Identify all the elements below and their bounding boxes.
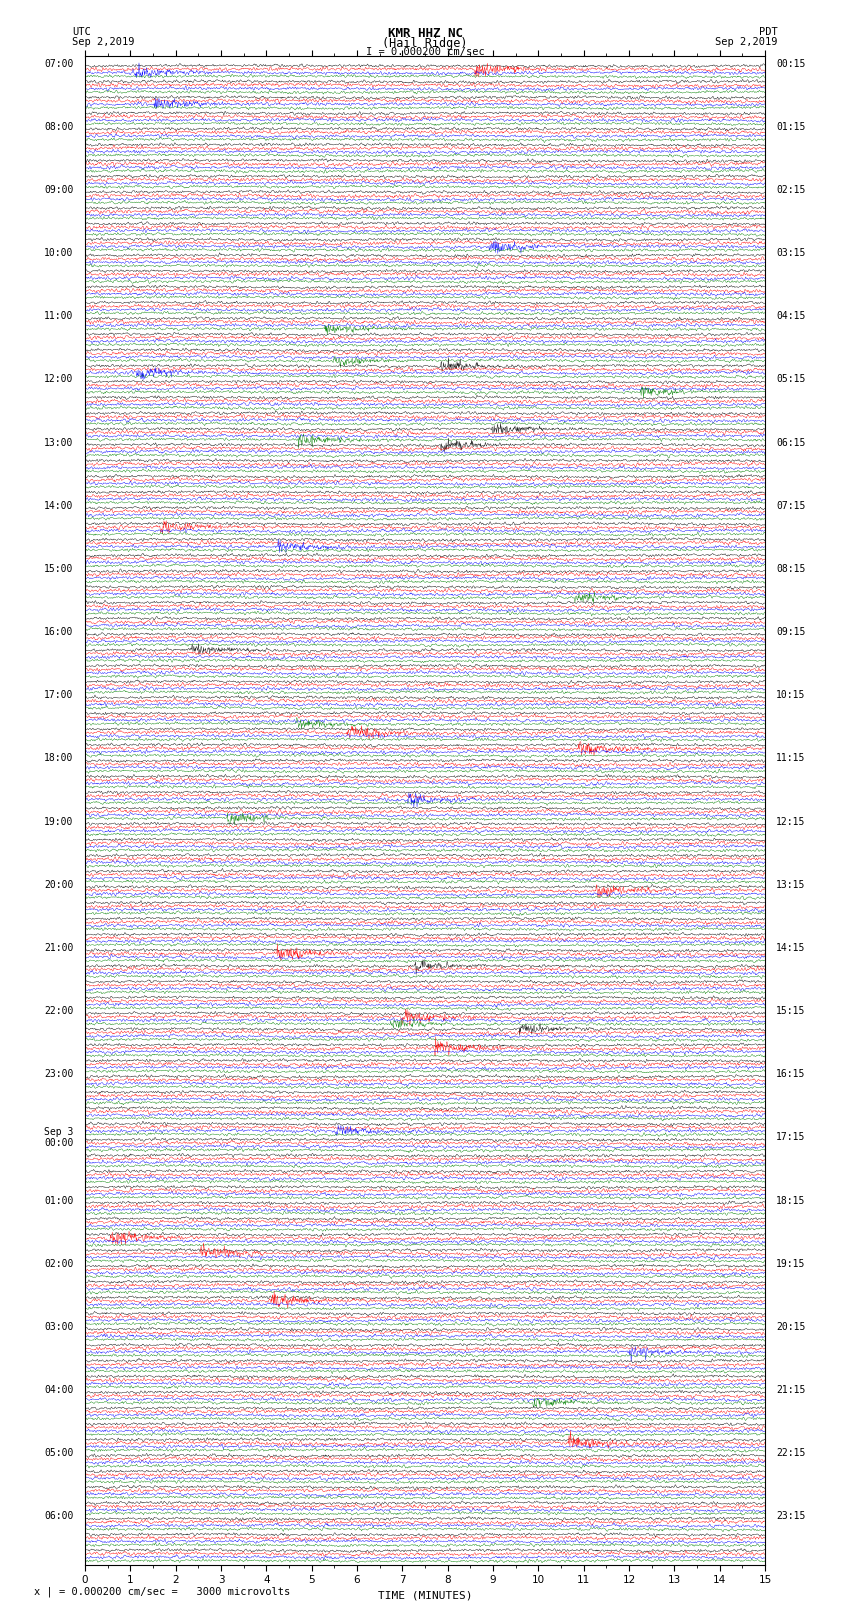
- Text: 11:00: 11:00: [44, 311, 74, 321]
- Text: UTC: UTC: [72, 27, 91, 37]
- Text: 08:15: 08:15: [776, 565, 806, 574]
- Text: 21:00: 21:00: [44, 944, 74, 953]
- Text: 16:00: 16:00: [44, 627, 74, 637]
- Text: 10:00: 10:00: [44, 248, 74, 258]
- Text: 16:15: 16:15: [776, 1069, 806, 1079]
- Text: 21:15: 21:15: [776, 1386, 806, 1395]
- Text: 08:00: 08:00: [44, 121, 74, 132]
- Text: 04:15: 04:15: [776, 311, 806, 321]
- Text: 11:15: 11:15: [776, 753, 806, 763]
- Text: 15:15: 15:15: [776, 1007, 806, 1016]
- Text: 20:00: 20:00: [44, 879, 74, 890]
- Text: 14:15: 14:15: [776, 944, 806, 953]
- Text: 01:00: 01:00: [44, 1195, 74, 1205]
- Text: 18:15: 18:15: [776, 1195, 806, 1205]
- Text: 10:15: 10:15: [776, 690, 806, 700]
- Text: 23:00: 23:00: [44, 1069, 74, 1079]
- Text: 05:00: 05:00: [44, 1448, 74, 1458]
- X-axis label: TIME (MINUTES): TIME (MINUTES): [377, 1590, 473, 1600]
- Text: 23:15: 23:15: [776, 1511, 806, 1521]
- Text: Sep 3
00:00: Sep 3 00:00: [44, 1126, 74, 1148]
- Text: (Hail Ridge): (Hail Ridge): [382, 37, 468, 50]
- Text: 18:00: 18:00: [44, 753, 74, 763]
- Text: 04:00: 04:00: [44, 1386, 74, 1395]
- Text: 09:00: 09:00: [44, 185, 74, 195]
- Text: PDT: PDT: [759, 27, 778, 37]
- Text: 05:15: 05:15: [776, 374, 806, 384]
- Text: 09:15: 09:15: [776, 627, 806, 637]
- Text: 17:15: 17:15: [776, 1132, 806, 1142]
- Text: 06:00: 06:00: [44, 1511, 74, 1521]
- Text: 22:00: 22:00: [44, 1007, 74, 1016]
- Text: 01:15: 01:15: [776, 121, 806, 132]
- Text: 07:15: 07:15: [776, 500, 806, 511]
- Text: 02:15: 02:15: [776, 185, 806, 195]
- Text: 03:15: 03:15: [776, 248, 806, 258]
- Text: 12:00: 12:00: [44, 374, 74, 384]
- Text: 22:15: 22:15: [776, 1448, 806, 1458]
- Text: Sep 2,2019: Sep 2,2019: [72, 37, 135, 47]
- Text: Sep 2,2019: Sep 2,2019: [715, 37, 778, 47]
- Text: I = 0.000200 cm/sec: I = 0.000200 cm/sec: [366, 47, 484, 56]
- Text: 00:15: 00:15: [776, 58, 806, 69]
- Text: KMR HHZ NC: KMR HHZ NC: [388, 27, 462, 40]
- Text: 19:00: 19:00: [44, 816, 74, 826]
- Text: 12:15: 12:15: [776, 816, 806, 826]
- Text: 17:00: 17:00: [44, 690, 74, 700]
- Text: 15:00: 15:00: [44, 565, 74, 574]
- Text: 07:00: 07:00: [44, 58, 74, 69]
- Text: 14:00: 14:00: [44, 500, 74, 511]
- Text: 13:00: 13:00: [44, 437, 74, 447]
- Text: 03:00: 03:00: [44, 1323, 74, 1332]
- Text: 13:15: 13:15: [776, 879, 806, 890]
- Text: 02:00: 02:00: [44, 1258, 74, 1269]
- Text: x | = 0.000200 cm/sec =   3000 microvolts: x | = 0.000200 cm/sec = 3000 microvolts: [34, 1586, 290, 1597]
- Text: 19:15: 19:15: [776, 1258, 806, 1269]
- Text: 06:15: 06:15: [776, 437, 806, 447]
- Text: 20:15: 20:15: [776, 1323, 806, 1332]
